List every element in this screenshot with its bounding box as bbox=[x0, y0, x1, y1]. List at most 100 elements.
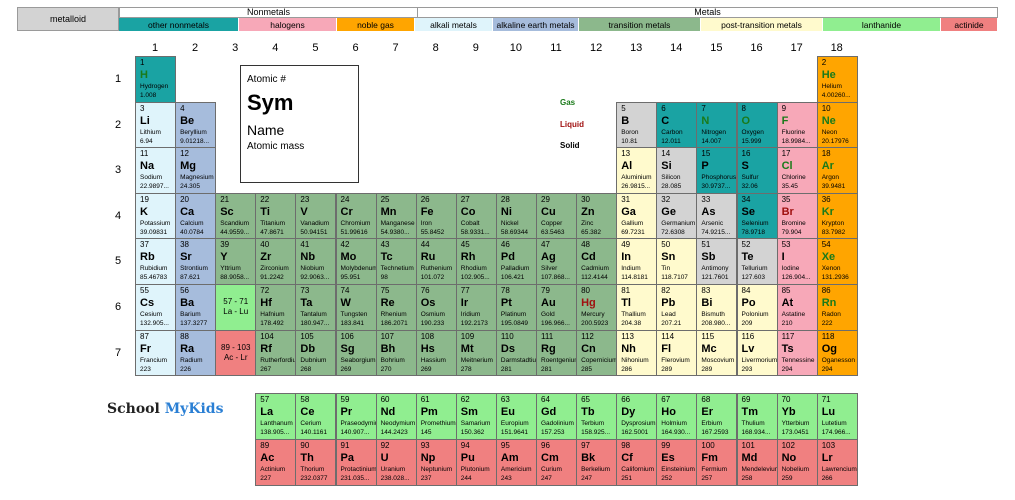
element-pd[interactable]: 46 Pd Palladium 106.421 bbox=[495, 238, 537, 285]
element-cs[interactable]: 55 Cs Cesium 132.905... bbox=[135, 284, 177, 331]
element-pr[interactable]: 59 Pr Praseodymium 140.907... bbox=[335, 393, 377, 440]
lanthanides-range[interactable]: 57 - 71 La - Lu bbox=[215, 284, 257, 331]
element-cl[interactable]: 17 Cl Chlorine 35.45 bbox=[776, 147, 818, 194]
element-lr[interactable]: 103 Lr Lawrencium 266 bbox=[816, 439, 858, 486]
element-ac[interactable]: 89 Ac Actinium 227 bbox=[255, 439, 297, 486]
element-u[interactable]: 92 U Uranium 238.028... bbox=[375, 439, 417, 486]
element-fr[interactable]: 87 Fr Francium 223 bbox=[135, 329, 177, 377]
element-ta[interactable]: 73 Ta Tantalum 180.947... bbox=[295, 284, 337, 331]
element-tb[interactable]: 65 Tb Terbium 158.925... bbox=[576, 393, 618, 440]
element-pa[interactable]: 91 Pa Protactinium 231.035... bbox=[335, 439, 377, 486]
element-sb[interactable]: 51 Sb Antimony 121.7601 bbox=[696, 238, 738, 285]
element-pu[interactable]: 94 Pu Plutonium 244 bbox=[455, 439, 497, 486]
element-w[interactable]: 74 W Tungsten 183.841 bbox=[335, 284, 377, 331]
element-se[interactable]: 34 Se Selenium 78.9718 bbox=[736, 192, 778, 240]
element-fe[interactable]: 26 Fe Iron 55.8452 bbox=[415, 192, 457, 240]
element-mg[interactable]: 12 Mg Magnesium 24.305 bbox=[175, 147, 217, 194]
element-ge[interactable]: 32 Ge Germanium 72.6308 bbox=[656, 192, 698, 240]
element-kr[interactable]: 36 Kr Krypton 83.7982 bbox=[816, 192, 858, 240]
element-rn[interactable]: 86 Rn Radon 222 bbox=[816, 284, 858, 331]
element-bi[interactable]: 83 Bi Bismuth 208.980... bbox=[696, 284, 738, 331]
element-fl[interactable]: 114 Fl Flerovium 289 bbox=[656, 329, 698, 377]
element-no[interactable]: 102 No Nobelium 259 bbox=[776, 439, 818, 486]
element-es[interactable]: 99 Es Einsteinium 252 bbox=[656, 439, 698, 486]
element-mn[interactable]: 25 Mn Manganese 54.9380... bbox=[375, 192, 417, 240]
element-os[interactable]: 76 Os Osmium 190.233 bbox=[415, 284, 457, 331]
element-lv[interactable]: 116 Lv Livermorium 293 bbox=[736, 329, 778, 377]
element-te[interactable]: 52 Te Tellurium 127.603 bbox=[736, 238, 778, 285]
element-tm[interactable]: 69 Tm Thulium 168.934... bbox=[736, 393, 778, 440]
element-f[interactable]: 9 F Fluorine 18.9984... bbox=[776, 101, 818, 149]
element-k[interactable]: 19 K Potassium 39.09831 bbox=[135, 192, 177, 240]
element-rg[interactable]: 111 Rg Roentgenium 281 bbox=[536, 329, 578, 377]
element-ga[interactable]: 31 Ga Gallium 69.7231 bbox=[616, 192, 658, 240]
element-th[interactable]: 90 Th Thorium 232.0377 bbox=[295, 439, 337, 486]
element-as[interactable]: 33 As Arsenic 74.9215... bbox=[696, 192, 738, 240]
element-n[interactable]: 7 N Nitrogen 14.007 bbox=[696, 101, 738, 149]
element-xe[interactable]: 54 Xe Xenon 131.2936 bbox=[816, 238, 858, 285]
element-nd[interactable]: 60 Nd Neodymium 144.2423 bbox=[375, 393, 417, 440]
element-cm[interactable]: 96 Cm Curium 247 bbox=[536, 439, 578, 486]
element-cr[interactable]: 24 Cr Chromium 51.99616 bbox=[335, 192, 377, 240]
element-li[interactable]: 3 Li Lithium 6.94 bbox=[135, 101, 177, 149]
element-eu[interactable]: 63 Eu Europium 151.9641 bbox=[495, 393, 537, 440]
element-ts[interactable]: 117 Ts Tennessine 294 bbox=[776, 329, 818, 377]
element-v[interactable]: 23 V Vanadium 50.94151 bbox=[295, 192, 337, 240]
element-lu[interactable]: 71 Lu Lutetium 174.966... bbox=[816, 393, 858, 440]
element-sc[interactable]: 21 Sc Scandium 44.9559... bbox=[215, 192, 257, 240]
element-at[interactable]: 85 At Astatine 210 bbox=[776, 284, 818, 331]
element-sn[interactable]: 50 Sn Tin 118.7107 bbox=[656, 238, 698, 285]
element-mc[interactable]: 115 Mc Moscovium 289 bbox=[696, 329, 738, 377]
element-o[interactable]: 8 O Oxygen 15.999 bbox=[736, 101, 778, 149]
element-ir[interactable]: 77 Ir Iridium 192.2173 bbox=[455, 284, 497, 331]
element-md[interactable]: 101 Md Mendelevium 258 bbox=[736, 439, 778, 486]
element-zn[interactable]: 30 Zn Zinc 65.382 bbox=[576, 192, 618, 240]
element-ho[interactable]: 67 Ho Holmium 164.930... bbox=[656, 393, 698, 440]
element-ar[interactable]: 18 Ar Argon 39.9481 bbox=[816, 147, 858, 194]
element-db[interactable]: 105 Db Dubnium 268 bbox=[295, 329, 337, 377]
element-h[interactable]: 1 H Hydrogen 1.008 bbox=[135, 56, 177, 103]
element-og[interactable]: 118 Og Oganesson 294 bbox=[816, 329, 858, 377]
element-c[interactable]: 6 C Carbon 12.011 bbox=[656, 101, 698, 149]
element-rh[interactable]: 45 Rh Rhodium 102.905... bbox=[455, 238, 497, 285]
element-ag[interactable]: 47 Ag Silver 107.868... bbox=[536, 238, 578, 285]
element-pb[interactable]: 82 Pb Lead 207.21 bbox=[656, 284, 698, 331]
element-pm[interactable]: 61 Pm Promethium 145 bbox=[415, 393, 457, 440]
element-re[interactable]: 75 Re Rhenium 186.2071 bbox=[375, 284, 417, 331]
element-be[interactable]: 4 Be Beryllium 9.01218... bbox=[175, 101, 217, 149]
element-tc[interactable]: 43 Tc Technetium 98 bbox=[375, 238, 417, 285]
element-nh[interactable]: 113 Nh Nihonium 286 bbox=[616, 329, 658, 377]
element-he[interactable]: 2 He Helium 4.00260... bbox=[816, 56, 858, 103]
element-na[interactable]: 11 Na Sodium 22.9897... bbox=[135, 147, 177, 194]
element-au[interactable]: 79 Au Gold 196.966... bbox=[536, 284, 578, 331]
element-am[interactable]: 95 Am Americium 243 bbox=[495, 439, 537, 486]
element-y[interactable]: 39 Y Yttrium 88.9058... bbox=[215, 238, 257, 285]
element-mo[interactable]: 42 Mo Molybdenum 95.951 bbox=[335, 238, 377, 285]
element-np[interactable]: 93 Np Neptunium 237 bbox=[415, 439, 457, 486]
element-fm[interactable]: 100 Fm Fermium 257 bbox=[696, 439, 738, 486]
element-gd[interactable]: 64 Gd Gadolinium 157.253 bbox=[536, 393, 578, 440]
element-in[interactable]: 49 In Indium 114.8181 bbox=[616, 238, 658, 285]
element-bh[interactable]: 107 Bh Bohrium 270 bbox=[375, 329, 417, 377]
element-zr[interactable]: 40 Zr Zirconium 91.2242 bbox=[255, 238, 297, 285]
element-b[interactable]: 5 B Boron 10.81 bbox=[616, 101, 658, 149]
element-hs[interactable]: 108 Hs Hassium 269 bbox=[415, 329, 457, 377]
element-ba[interactable]: 56 Ba Barium 137.3277 bbox=[175, 284, 217, 331]
element-ce[interactable]: 58 Ce Cerium 140.1161 bbox=[295, 393, 337, 440]
element-sm[interactable]: 62 Sm Samarium 150.362 bbox=[455, 393, 497, 440]
element-sr[interactable]: 38 Sr Strontium 87.621 bbox=[175, 238, 217, 285]
element-cu[interactable]: 29 Cu Copper 63.5463 bbox=[536, 192, 578, 240]
element-tl[interactable]: 81 Tl Thallium 204.38 bbox=[616, 284, 658, 331]
element-cn[interactable]: 112 Cn Copernicium 285 bbox=[576, 329, 618, 377]
element-al[interactable]: 13 Al Aluminium 26.9815... bbox=[616, 147, 658, 194]
element-dy[interactable]: 66 Dy Dysprosium 162.5001 bbox=[616, 393, 658, 440]
element-rb[interactable]: 37 Rb Rubidium 85.46783 bbox=[135, 238, 177, 285]
element-sg[interactable]: 106 Sg Seaborgium 269 bbox=[335, 329, 377, 377]
element-ds[interactable]: 110DsDarmstadtium281 bbox=[495, 329, 537, 377]
element-ni[interactable]: 28 Ni Nickel 58.69344 bbox=[495, 192, 537, 240]
actinides-range[interactable]: 89 - 103 Ac - Lr bbox=[215, 329, 257, 377]
element-p[interactable]: 15 P Phosphorus 30.9737... bbox=[696, 147, 738, 194]
element-po[interactable]: 84 Po Polonium 209 bbox=[736, 284, 778, 331]
element-br[interactable]: 35 Br Bromine 79.904 bbox=[776, 192, 818, 240]
element-cf[interactable]: 98 Cf Californium 251 bbox=[616, 439, 658, 486]
